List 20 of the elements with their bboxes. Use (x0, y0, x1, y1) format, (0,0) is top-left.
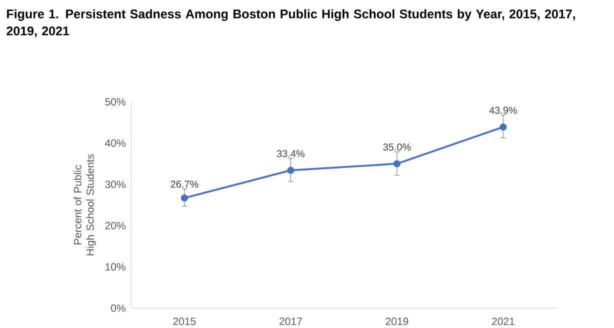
y-tick-label: 10% (106, 262, 126, 270)
x-tick-label: 2021 (492, 317, 514, 325)
y-tick-label: 0% (111, 304, 126, 312)
point (180, 194, 188, 202)
data-label: 35.0% (383, 143, 411, 150)
data-label: 26.7% (170, 180, 198, 188)
y-tick-label: 30% (105, 180, 126, 188)
y-axis-title: Percent of Public High School Students (74, 154, 96, 256)
data-label: 33.4% (276, 150, 304, 157)
x-tick-label: 2019 (386, 317, 408, 325)
x-tick-label: 2017 (280, 317, 302, 325)
y-tick-label: 20% (105, 222, 126, 230)
point (393, 160, 401, 168)
chart-title: Figure 1. Persistent Sadness Among Boston Public High School Students by Year, 2015, 2017, 2019, 2021 (6, 8, 575, 37)
y-tick-label: 40% (105, 139, 126, 147)
x-tick-label: 2015 (173, 317, 196, 325)
point (500, 123, 507, 130)
point (287, 166, 294, 174)
y-tick-label: 50% (105, 98, 126, 106)
data-label: 43.9% (489, 106, 517, 114)
